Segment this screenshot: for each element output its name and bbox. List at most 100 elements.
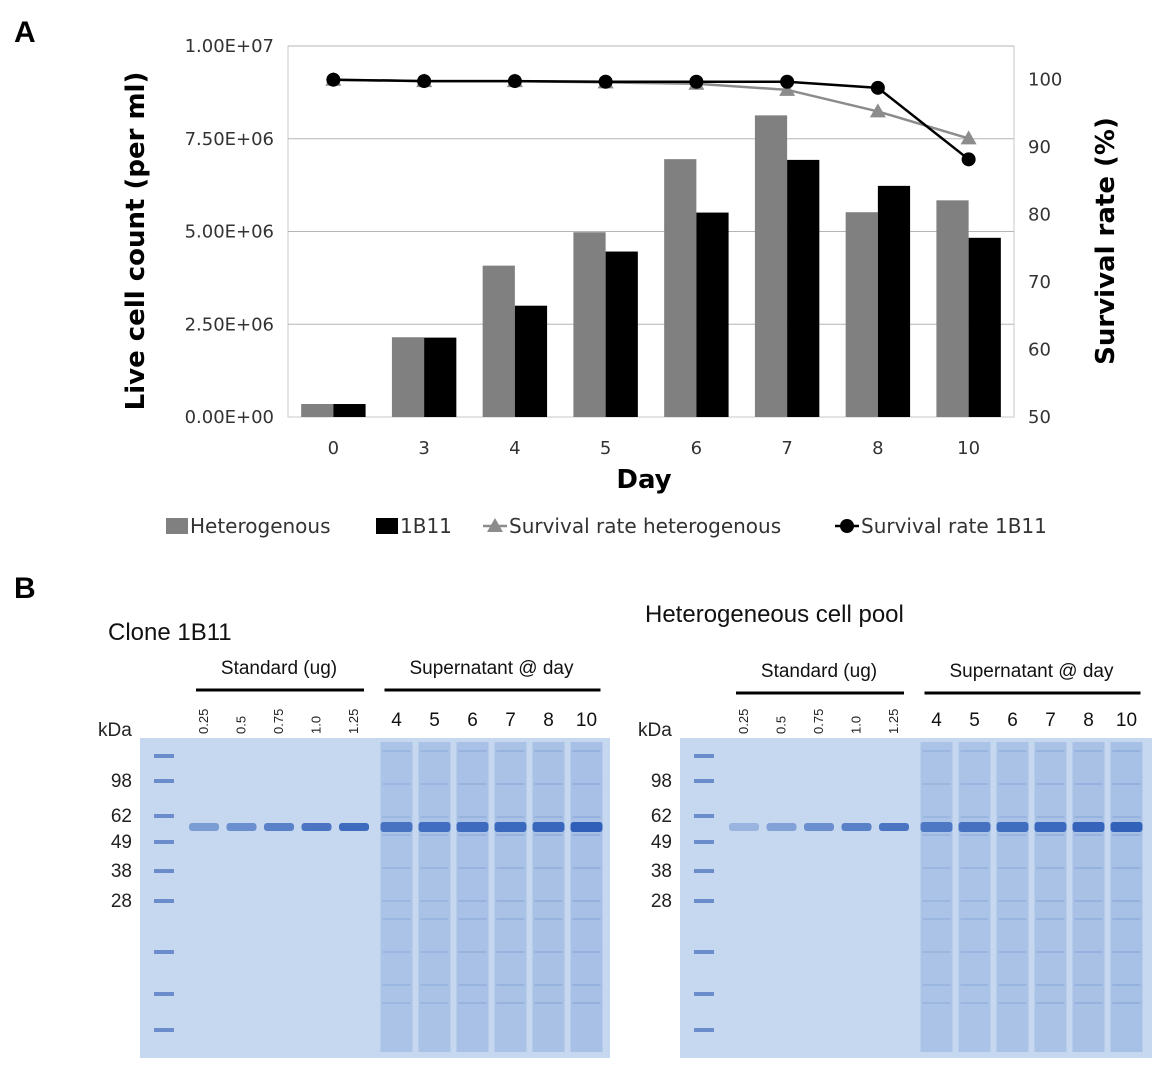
ladder-band — [154, 992, 174, 996]
ladder-band — [694, 869, 714, 873]
lane-minor-band — [458, 783, 487, 785]
y-tick-label: 5.00E+06 — [185, 222, 274, 243]
gel-title: Heterogeneous cell pool — [645, 601, 904, 628]
lane-minor-band — [420, 867, 449, 869]
lane-minor-band — [496, 867, 525, 869]
product-band — [570, 822, 603, 832]
lane-minor-band — [998, 834, 1027, 836]
lane-minor-band — [572, 984, 601, 986]
lane-minor-band — [922, 783, 951, 785]
lane-minor-band — [496, 900, 525, 902]
lane-minor-band — [922, 867, 951, 869]
standard-lane-label: 0.75 — [271, 709, 286, 734]
lane-minor-band — [1036, 918, 1065, 920]
y2-tick-label: 80 — [1028, 205, 1051, 226]
lane-minor-band — [420, 834, 449, 836]
bar-1b11 — [877, 185, 911, 417]
lane-minor-band — [572, 1002, 601, 1004]
legend-swatch-1b11 — [376, 518, 398, 534]
lane-minor-band — [1074, 900, 1103, 902]
lane-minor-band — [922, 1002, 951, 1004]
ladder-band — [154, 950, 174, 954]
left-axis-ticks: 0.00E+00 2.50E+06 5.00E+06 7.50E+06 1.00E+07 — [185, 36, 274, 428]
lane-minor-band — [1036, 834, 1065, 836]
product-band — [920, 822, 953, 832]
lane-minor-band — [1112, 984, 1141, 986]
marker-label: 62 — [111, 806, 132, 827]
day-lane-label: 8 — [543, 710, 554, 731]
lane-minor-band — [458, 951, 487, 953]
legend: Heterogenous 1B11 Survival rate heterogeno… — [166, 514, 1047, 538]
panel-a-letter: A — [14, 16, 36, 49]
lane-minor-band — [458, 867, 487, 869]
lane-minor-band — [382, 750, 411, 752]
lane-minor-band — [420, 750, 449, 752]
bar-1b11 — [696, 212, 729, 417]
lane-smear — [920, 742, 953, 1052]
lane-minor-band — [572, 816, 601, 818]
standard-band — [766, 823, 797, 831]
legend-label-survival-rate-heterogenous: Survival rate heterogenous — [509, 514, 781, 538]
legend-marker-survival-rate-heterogenous — [487, 518, 503, 532]
standard-lane-label: 0.75 — [811, 709, 826, 734]
lane-minor-band — [458, 984, 487, 986]
lane-minor-band — [922, 918, 951, 920]
bar-series — [301, 115, 1001, 417]
lane-smear — [996, 742, 1029, 1052]
lane-minor-band — [998, 951, 1027, 953]
lane-minor-band — [534, 1002, 563, 1004]
right-axis-ticks: 50 60 70 80 90 100 — [1028, 70, 1062, 428]
lane-minor-band — [382, 783, 411, 785]
standard-lane-label: 0.25 — [736, 709, 751, 734]
lane-minor-band — [420, 984, 449, 986]
lane-minor-band — [496, 750, 525, 752]
standard-lane-label: 1.0 — [309, 716, 324, 734]
bar-1b11 — [424, 337, 457, 417]
lane-smear — [1110, 742, 1143, 1052]
ladder-band — [154, 814, 174, 818]
lane-minor-band — [998, 1002, 1027, 1004]
lane-smear — [380, 742, 413, 1052]
ladder-band — [694, 779, 714, 783]
standard-label: Standard (ug) — [221, 658, 337, 679]
lane-minor-band — [1074, 816, 1103, 818]
lane-smear — [958, 742, 991, 1052]
lane-minor-band — [998, 750, 1027, 752]
ladder-band — [694, 840, 714, 844]
lane-minor-band — [496, 834, 525, 836]
lane-minor-band — [1036, 951, 1065, 953]
lane-minor-band — [572, 867, 601, 869]
lane-minor-band — [572, 750, 601, 752]
lane-minor-band — [458, 918, 487, 920]
lane-minor-band — [1074, 834, 1103, 836]
standard-label: Standard (ug) — [761, 661, 877, 682]
lane-minor-band — [1036, 783, 1065, 785]
lane-minor-band — [1074, 984, 1103, 986]
ladder-band — [694, 899, 714, 903]
marker-label: 38 — [111, 861, 132, 882]
lane-minor-band — [1074, 951, 1103, 953]
lane-minor-band — [960, 750, 989, 752]
standard-lane-label: 1.25 — [886, 709, 901, 734]
x-tick-label: 0 — [328, 438, 339, 459]
x-tick-label: 10 — [957, 438, 980, 459]
kda-label: kDa — [638, 720, 672, 741]
lane-minor-band — [1112, 783, 1141, 785]
lane-minor-band — [922, 900, 951, 902]
ladder-band — [154, 840, 174, 844]
lane-minor-band — [534, 750, 563, 752]
lane-minor-band — [998, 867, 1027, 869]
lane-minor-band — [1112, 918, 1141, 920]
lane-minor-band — [572, 834, 601, 836]
product-band — [1034, 822, 1067, 832]
lane-minor-band — [922, 951, 951, 953]
lane-minor-band — [960, 1002, 989, 1004]
lane-minor-band — [420, 783, 449, 785]
standard-band — [804, 823, 834, 831]
lane-minor-band — [382, 900, 411, 902]
line-series — [325, 71, 977, 167]
standard-band — [879, 823, 909, 831]
product-band — [532, 822, 565, 832]
lane-minor-band — [496, 783, 525, 785]
product-band — [996, 822, 1029, 832]
